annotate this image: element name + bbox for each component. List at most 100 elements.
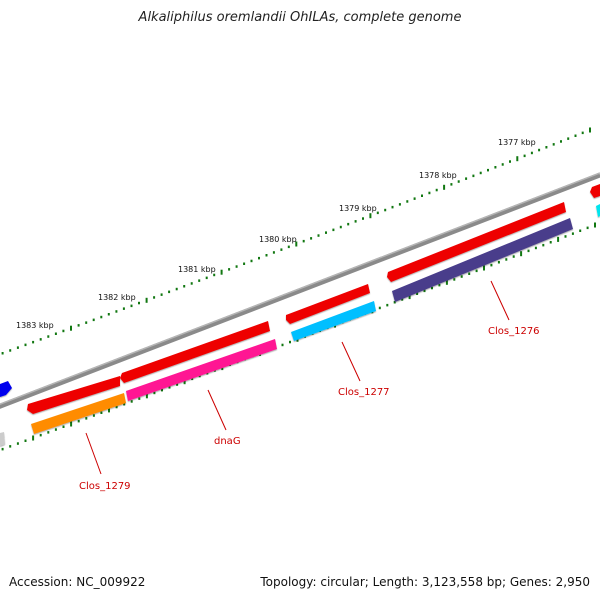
minor-tick xyxy=(190,282,193,285)
major-tick xyxy=(32,435,35,441)
minor-tick xyxy=(530,151,533,155)
gene-clos-1279-arrow[interactable] xyxy=(31,393,126,434)
minor-tick xyxy=(421,194,423,197)
major-tick xyxy=(557,236,560,242)
scale-tick-dots xyxy=(1,127,591,355)
gene-callouts xyxy=(85,280,510,475)
minor-tick xyxy=(281,343,284,347)
minor-tick xyxy=(123,403,126,406)
minor-tick xyxy=(130,304,133,308)
minor-tick xyxy=(574,134,577,137)
minor-tick xyxy=(168,386,171,389)
minor-tick xyxy=(205,276,208,280)
scale-label: 1379 kbp xyxy=(339,204,377,213)
major-tick xyxy=(516,156,519,162)
gene-arrow-edge[interactable] xyxy=(0,432,5,446)
minor-tick xyxy=(258,256,260,260)
scale-label: 1382 kbp xyxy=(98,293,136,302)
minor-tick xyxy=(115,405,118,409)
minor-tick xyxy=(54,428,57,431)
minor-tick xyxy=(138,301,140,305)
minor-tick xyxy=(512,255,515,258)
minor-tick xyxy=(401,298,404,301)
major-tick xyxy=(220,269,223,275)
minor-tick xyxy=(287,245,290,249)
minor-tick xyxy=(54,332,57,335)
minor-tick xyxy=(435,188,438,192)
minor-tick xyxy=(453,278,456,281)
minor-tick xyxy=(438,283,441,287)
minor-tick xyxy=(347,222,350,226)
gene-arrow-forward[interactable] xyxy=(120,321,270,383)
gene-arrow-edge[interactable] xyxy=(0,381,12,397)
minor-tick xyxy=(538,148,541,152)
minor-tick xyxy=(339,225,342,229)
minor-tick xyxy=(386,303,389,307)
minor-tick xyxy=(39,338,42,341)
major-tick xyxy=(295,241,298,247)
minor-tick xyxy=(378,306,381,310)
callout-line xyxy=(341,341,361,382)
major-tick xyxy=(443,184,446,190)
minor-tick xyxy=(153,296,156,299)
minor-tick xyxy=(487,168,489,172)
genome-backbone xyxy=(0,172,600,409)
minor-tick xyxy=(85,321,88,324)
major-tick xyxy=(145,297,148,303)
gene-label-clos-1279[interactable]: Clos_1279 xyxy=(79,481,131,492)
minor-tick xyxy=(153,391,156,395)
callout-line xyxy=(207,389,227,431)
scale-labels: 1377 kbp 1378 kbp 1379 kbp 1380 kbp 1381… xyxy=(16,138,536,330)
scale-label: 1381 kbp xyxy=(178,265,216,274)
minor-tick xyxy=(92,414,95,417)
minor-tick xyxy=(542,243,545,247)
minor-tick xyxy=(160,293,163,296)
major-tick xyxy=(70,421,73,427)
minor-tick xyxy=(423,289,426,293)
gene-arrow-forward[interactable] xyxy=(387,202,566,282)
minor-tick xyxy=(325,231,327,234)
minor-tick xyxy=(398,203,401,206)
minor-tick xyxy=(250,259,253,263)
minor-tick xyxy=(168,290,171,294)
minor-tick xyxy=(393,301,396,304)
minor-tick xyxy=(406,200,409,203)
minor-tick xyxy=(198,279,201,282)
minor-tick xyxy=(523,154,526,158)
gene-arrow-edge[interactable] xyxy=(596,204,600,217)
minor-tick xyxy=(384,208,387,212)
minor-tick xyxy=(567,137,570,140)
gene-clos-1276-arrow[interactable] xyxy=(392,218,573,302)
minor-tick xyxy=(362,217,364,220)
minor-tick xyxy=(235,265,238,268)
minor-tick xyxy=(176,383,179,386)
major-tick xyxy=(70,325,72,331)
gene-label-clos-1277[interactable]: Clos_1277 xyxy=(338,387,390,398)
minor-tick xyxy=(39,433,42,437)
gene-clos-1277-arrow[interactable] xyxy=(291,301,376,341)
gene-arrow-forward[interactable] xyxy=(27,376,120,414)
forward-features xyxy=(0,184,600,414)
minor-tick xyxy=(581,131,584,135)
minor-tick xyxy=(332,228,335,232)
gene-dnag-arrow[interactable] xyxy=(126,339,277,401)
minor-tick xyxy=(1,447,4,451)
minor-tick xyxy=(549,241,552,244)
gene-label-dnag[interactable]: dnaG xyxy=(214,436,241,447)
scale-label: 1377 kbp xyxy=(498,138,536,147)
minor-tick xyxy=(47,335,50,338)
minor-tick xyxy=(494,166,497,169)
minor-tick xyxy=(115,310,118,313)
minor-tick xyxy=(317,234,320,237)
minor-tick xyxy=(354,220,357,223)
minor-tick xyxy=(183,285,186,288)
gene-label-clos-1276[interactable]: Clos_1276 xyxy=(488,326,540,337)
minor-tick xyxy=(62,425,65,428)
minor-tick xyxy=(472,174,475,178)
major-tick xyxy=(108,407,110,413)
gene-arrow-forward[interactable] xyxy=(590,184,600,198)
minor-tick xyxy=(586,226,589,230)
gene-arrow-forward[interactable] xyxy=(286,284,370,324)
genome-summary-text: Topology: circular; Length: 3,123,558 bp… xyxy=(260,575,590,589)
major-tick xyxy=(520,251,523,257)
